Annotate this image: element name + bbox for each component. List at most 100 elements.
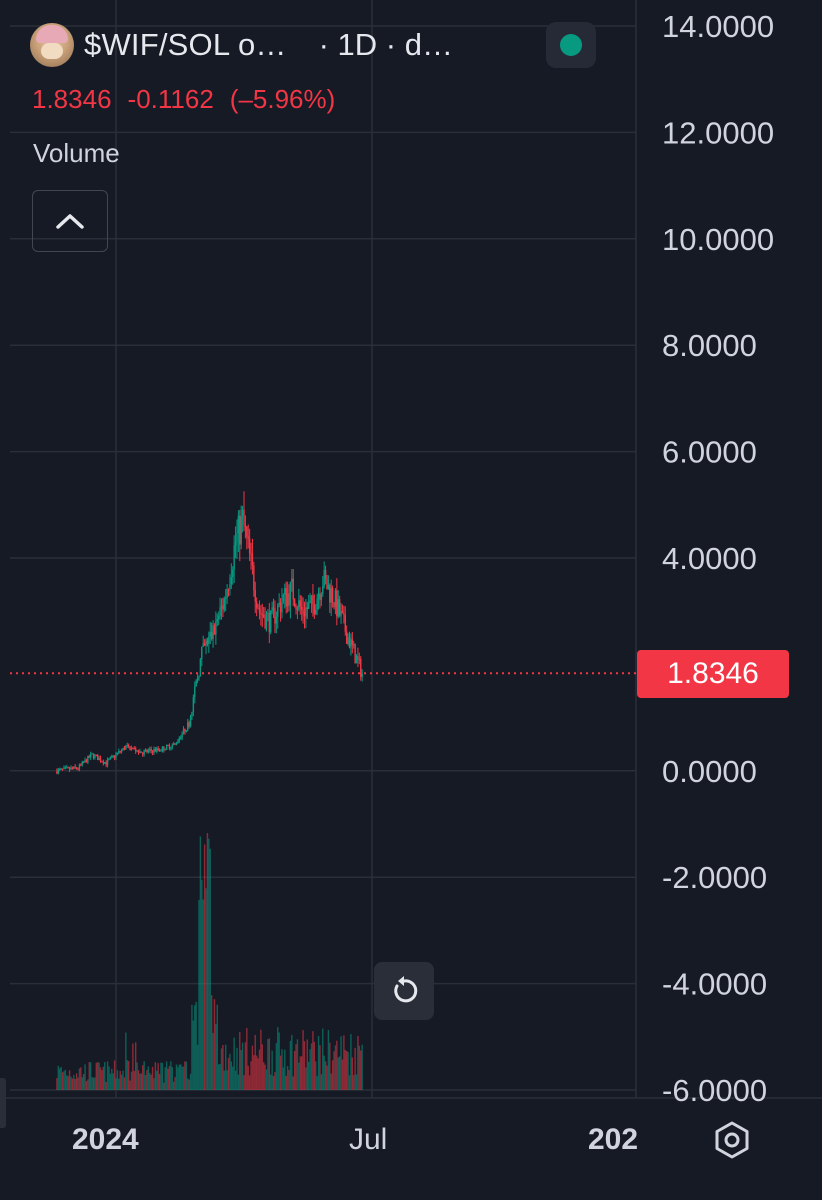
volume-bar — [257, 1058, 259, 1090]
volume-bar — [64, 1069, 67, 1090]
candle-body — [177, 741, 179, 744]
x-tick-label: 202 — [588, 1123, 638, 1156]
candle-body — [74, 766, 76, 768]
candle-body — [70, 767, 72, 770]
volume-bar — [153, 1078, 155, 1090]
volume-bar — [278, 1032, 280, 1090]
volume-bar — [175, 1064, 178, 1090]
collapse-indicators-button[interactable] — [32, 190, 108, 252]
scroll-handle[interactable] — [0, 1078, 6, 1128]
volume-bar — [261, 1044, 263, 1090]
candle-body — [267, 612, 269, 614]
candle-body — [240, 516, 242, 545]
volume-bar — [237, 1074, 240, 1090]
candle-body — [353, 644, 355, 646]
volume-bar — [223, 1070, 226, 1090]
volume-bar — [172, 1081, 175, 1090]
candle-body — [164, 749, 166, 751]
volume-bar — [59, 1068, 61, 1090]
volume-bar — [106, 1061, 109, 1090]
candle-body — [316, 598, 318, 610]
candle-body — [324, 569, 327, 578]
candle-body — [258, 608, 261, 613]
candle-body — [296, 608, 299, 610]
candle-body — [154, 749, 157, 752]
volume-bar — [215, 1023, 217, 1090]
symbol-title[interactable]: $WIF/SOL o… — [84, 27, 287, 62]
candle-body — [337, 599, 339, 617]
volume-bar — [324, 1061, 327, 1090]
candle-body — [77, 768, 79, 770]
volume-indicator-label[interactable]: Volume — [33, 138, 120, 168]
volume-bar — [230, 1061, 233, 1090]
candle-body — [57, 769, 60, 774]
candle-body — [75, 767, 78, 769]
volume-bar — [291, 1034, 293, 1090]
volume-bar — [279, 1055, 282, 1090]
volume-bar — [236, 1047, 238, 1090]
candle-body — [64, 767, 67, 769]
candle-body — [194, 686, 196, 698]
symbol-header[interactable]: $WIF/SOL o… · 1D · d… — [30, 22, 453, 68]
volume-bar — [129, 1080, 131, 1090]
candle-body — [261, 614, 263, 616]
candle-body — [223, 598, 226, 610]
volume-bar — [161, 1063, 164, 1090]
volume-bar — [353, 1075, 355, 1090]
candle-body — [181, 734, 183, 738]
reset-chart-button[interactable] — [374, 962, 434, 1020]
volume-bar — [180, 1064, 182, 1090]
candle-body — [120, 749, 123, 752]
volume-bar — [187, 1078, 189, 1090]
y-tick-label: 10.0000 — [662, 222, 774, 257]
candle-body — [91, 753, 93, 755]
interval-label[interactable]: · 1D · d… — [318, 27, 453, 62]
candle-body — [182, 728, 185, 735]
reset-chart-icon — [394, 976, 418, 1003]
volume-bar — [84, 1064, 86, 1090]
candle-body — [250, 553, 252, 555]
volume-bar — [130, 1071, 133, 1090]
candle-body — [315, 609, 317, 615]
volume-bar — [120, 1074, 123, 1090]
volume-bar — [102, 1066, 105, 1090]
candle-body — [87, 756, 89, 763]
candle-body — [202, 643, 204, 647]
volume-bar — [213, 999, 216, 1090]
candle-body — [350, 639, 352, 648]
market-status-button[interactable] — [546, 22, 596, 68]
candle-body — [361, 673, 363, 677]
candle-body — [168, 745, 171, 749]
candle-body — [229, 584, 231, 590]
volume-bar — [88, 1062, 90, 1090]
volume-bar — [203, 844, 206, 1090]
volume-bar — [329, 1042, 331, 1090]
candle-body — [236, 533, 238, 543]
volume-bar — [192, 1020, 195, 1090]
volume-bar — [109, 1073, 112, 1090]
volume-bar — [222, 1045, 224, 1090]
candle-body — [282, 594, 285, 602]
volume-bar — [282, 1067, 285, 1090]
candle-body — [265, 613, 268, 629]
volume-bar — [194, 1005, 196, 1090]
volume-bar — [300, 1056, 303, 1090]
volume-bar — [70, 1076, 72, 1090]
volume-bar — [208, 838, 210, 1090]
candle-body — [300, 606, 303, 610]
volume-bar — [251, 1045, 254, 1090]
volume-bar — [345, 1051, 348, 1090]
volume-bar — [350, 1034, 352, 1090]
chart-settings-button[interactable] — [704, 1112, 760, 1168]
volume-bar — [81, 1077, 83, 1090]
volume-bar — [274, 1072, 276, 1090]
candle-body — [185, 730, 188, 732]
volume-bar — [89, 1062, 92, 1090]
candle-body — [109, 757, 112, 760]
volume-bar — [239, 1032, 241, 1090]
volume-bar — [156, 1070, 158, 1090]
volume-bar — [205, 888, 207, 1090]
price-summary: 1.8346 -0.1162 (–5.96%) — [32, 84, 335, 115]
candle-body — [191, 712, 193, 717]
